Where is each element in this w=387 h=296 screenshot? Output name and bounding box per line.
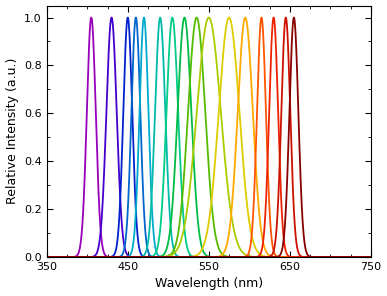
X-axis label: Wavelength (nm): Wavelength (nm) bbox=[155, 277, 263, 290]
Y-axis label: Relative Intensity (a.u.): Relative Intensity (a.u.) bbox=[5, 58, 19, 205]
